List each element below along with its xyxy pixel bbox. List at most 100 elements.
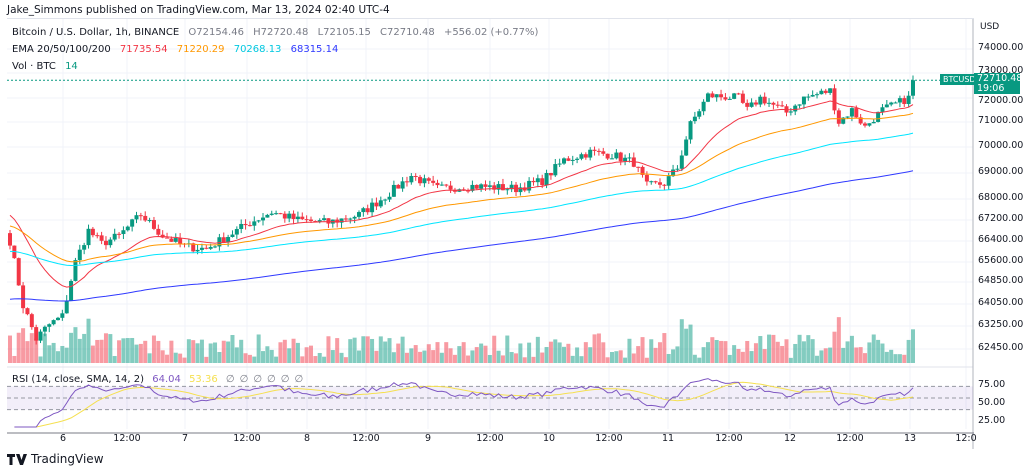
price-label: 66400.00 xyxy=(978,234,1024,245)
volume-bar xyxy=(422,350,427,363)
time-label: 12 xyxy=(783,433,797,444)
volume-bar xyxy=(234,347,239,363)
candle-body xyxy=(767,102,772,104)
candle-body xyxy=(391,184,396,197)
volume-bar xyxy=(291,338,296,363)
volume-bar xyxy=(439,352,444,363)
volume-bar xyxy=(247,354,252,363)
candle-body xyxy=(90,228,95,236)
candle-body xyxy=(540,178,545,186)
volume-bar xyxy=(858,347,863,363)
volume-bar xyxy=(583,342,588,363)
symbol-name[interactable]: Bitcoin / U.S. Dollar, 1h, BINANCE xyxy=(12,27,180,38)
ema100-line xyxy=(9,132,914,267)
tradingview-logo[interactable]: TradingView xyxy=(7,452,104,466)
candle-body xyxy=(893,102,898,104)
candle-body xyxy=(169,238,174,242)
candle-body xyxy=(204,247,209,249)
volume-bar xyxy=(356,350,361,363)
volume-bar xyxy=(378,336,383,363)
vol-value: 14 xyxy=(65,61,78,72)
volume-bar xyxy=(186,339,191,363)
time-label: 10 xyxy=(542,433,556,444)
candle-body xyxy=(326,218,331,224)
chart-frame[interactable] xyxy=(7,18,974,449)
time-label: 7 xyxy=(181,433,189,444)
volume-bar xyxy=(256,334,261,363)
volume-bar xyxy=(343,357,348,363)
candle-body xyxy=(348,218,353,220)
time-label: 9 xyxy=(424,433,432,444)
candle-body xyxy=(509,184,514,190)
volume-bar xyxy=(182,357,187,363)
volume-bar xyxy=(348,339,353,363)
volume-bar xyxy=(801,341,806,363)
volume-bar xyxy=(618,350,623,363)
volume-bar xyxy=(714,340,719,363)
candle-body xyxy=(448,185,453,190)
candle-body xyxy=(121,230,126,235)
volume-bar xyxy=(767,334,772,363)
candle-body xyxy=(666,176,671,186)
candle-body xyxy=(723,97,728,100)
vol-label[interactable]: Vol · BTC xyxy=(12,61,56,72)
tradingview-logo-icon xyxy=(7,453,27,465)
brand-name: TradingView xyxy=(31,452,104,466)
candle-body xyxy=(378,200,383,207)
volume-bar xyxy=(404,352,409,363)
volume-bar xyxy=(204,356,209,363)
volume-bar xyxy=(269,349,274,363)
volume-bar xyxy=(64,347,69,363)
candle-body xyxy=(762,96,767,104)
volume-bar xyxy=(426,344,431,363)
candle-body xyxy=(487,185,492,187)
chart-canvas[interactable] xyxy=(7,19,974,449)
candle-body xyxy=(876,111,881,122)
volume-bar xyxy=(287,348,292,363)
currency-label[interactable]: USD xyxy=(980,22,1000,32)
candle-body xyxy=(662,184,667,186)
candle-body xyxy=(243,223,248,226)
candle-body xyxy=(884,104,889,108)
candle-body xyxy=(679,155,684,169)
volume-bar xyxy=(566,343,571,363)
candle-body xyxy=(671,169,676,177)
candle-body xyxy=(623,157,628,162)
volume-bar xyxy=(326,336,331,363)
change-value: +556.02 (+0.77%) xyxy=(443,27,539,38)
last-price: 72710.48 xyxy=(977,73,1023,84)
low-value: L72105.15 xyxy=(317,27,371,38)
volume-bar xyxy=(117,340,122,363)
candle-body xyxy=(688,121,693,140)
candle-body xyxy=(147,220,152,222)
rsi-label[interactable]: RSI (14, close, SMA, 14, 2) xyxy=(12,374,145,385)
candle-body xyxy=(575,158,580,160)
volume-bar xyxy=(243,353,248,363)
volume-bar xyxy=(727,354,732,363)
empty-value: ∅ xyxy=(294,374,304,385)
candle-body xyxy=(339,218,344,223)
price-label: 73000.00 xyxy=(978,65,1024,76)
volume-bar xyxy=(592,334,597,363)
ema-label[interactable]: EMA 20/50/100/200 xyxy=(12,44,111,55)
candle-body xyxy=(653,181,658,183)
volume-bar xyxy=(749,351,754,363)
volume-bar xyxy=(483,345,488,363)
candle-body xyxy=(151,220,156,229)
candle-body xyxy=(566,158,571,161)
volume-bar xyxy=(854,347,859,363)
candle-body xyxy=(714,94,719,98)
candle-body xyxy=(291,213,296,220)
candle-body xyxy=(614,152,619,159)
candle-body xyxy=(252,221,257,226)
volume-bar xyxy=(86,318,91,363)
candle-body xyxy=(727,98,732,100)
volume-bar xyxy=(435,342,440,363)
volume-bar xyxy=(487,354,492,363)
candle-body xyxy=(404,181,409,183)
candle-body xyxy=(570,159,575,161)
candle-body xyxy=(780,105,785,107)
candle-body xyxy=(134,215,139,220)
volume-bar xyxy=(134,344,139,363)
volume-bar xyxy=(274,356,279,363)
